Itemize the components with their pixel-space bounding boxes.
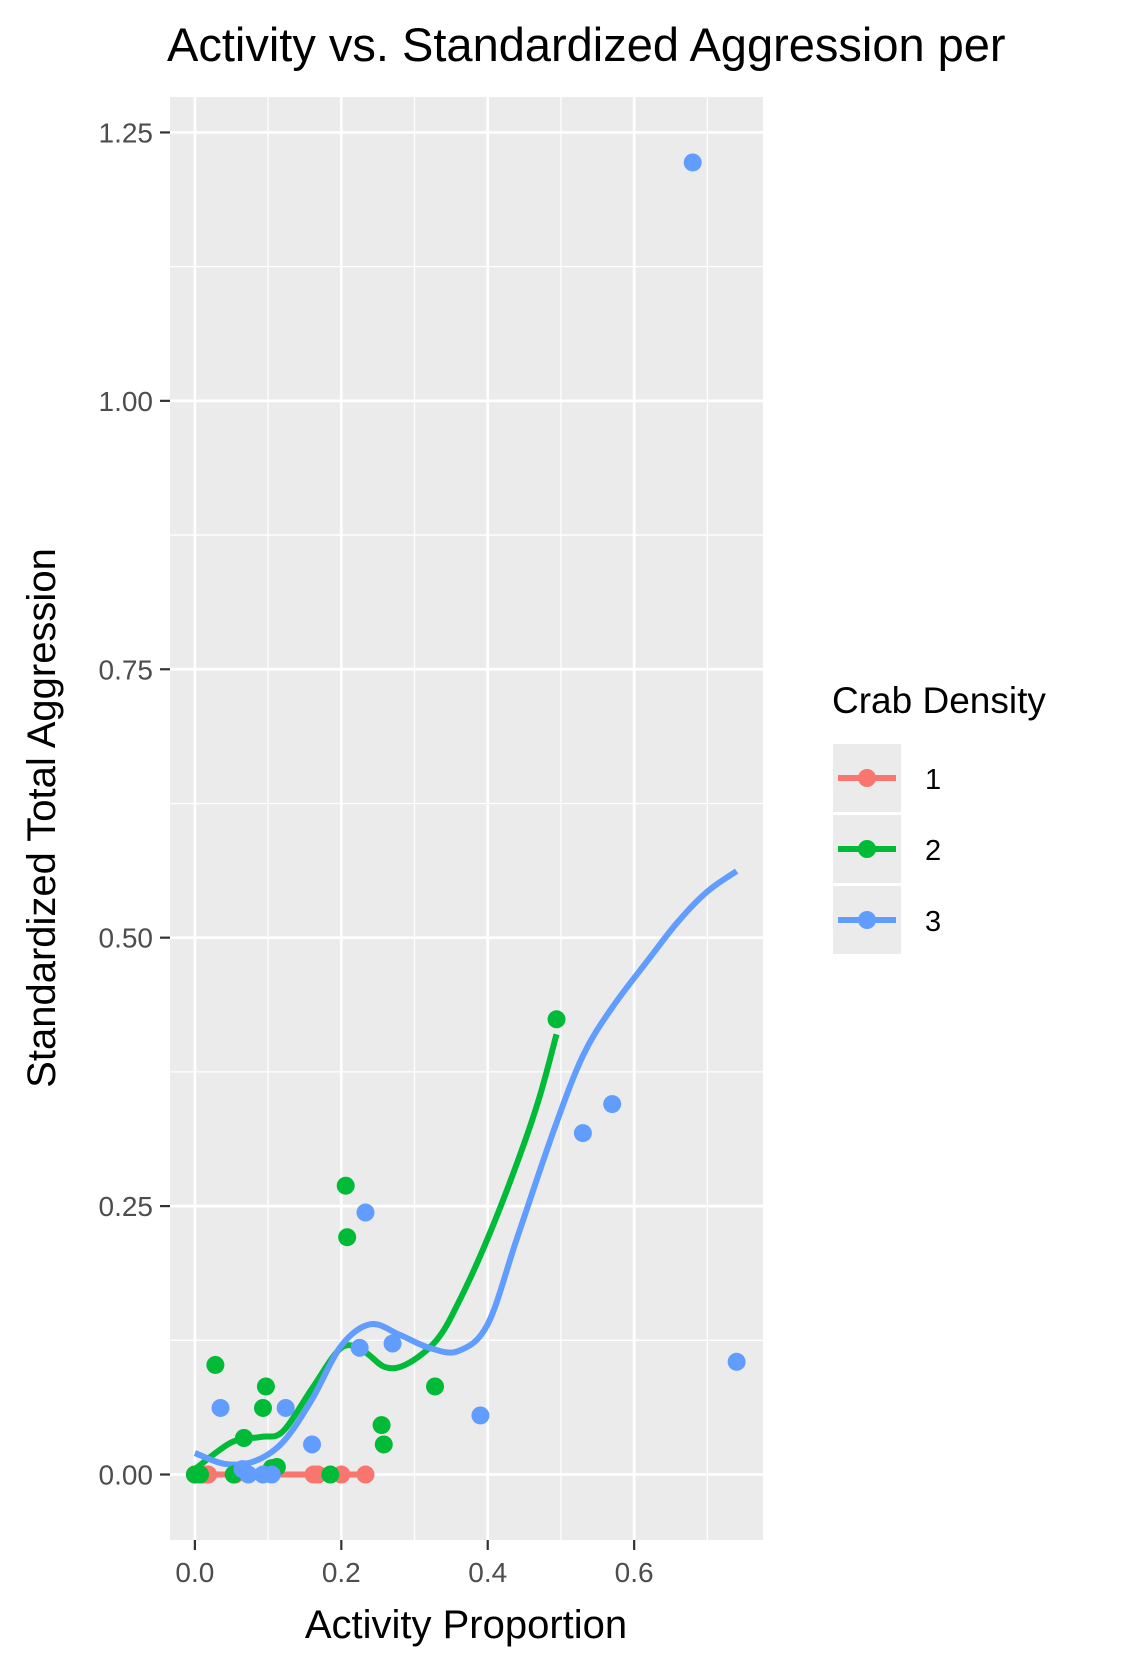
legend-key-point: [858, 840, 876, 858]
point-series-2: [374, 1435, 393, 1454]
point-series-3: [383, 1334, 402, 1353]
legend-label: 3: [925, 906, 941, 938]
point-series-3: [262, 1465, 281, 1484]
point-series-3: [303, 1435, 322, 1454]
point-series-2: [191, 1465, 210, 1484]
legend-key-point: [858, 769, 876, 787]
y-tick-label: 0.50: [99, 923, 154, 954]
x-tick-label: 0.2: [322, 1557, 361, 1588]
point-series-3: [356, 1203, 375, 1222]
axis-ticks: [160, 131, 636, 1550]
plot-panel: [170, 97, 763, 1540]
point-series-3: [239, 1465, 258, 1484]
legend-key-point: [858, 911, 876, 929]
point-series-2: [234, 1429, 253, 1448]
points: [185, 153, 746, 1484]
point-series-2: [547, 1010, 566, 1029]
point-series-3: [573, 1124, 592, 1143]
point-series-3: [727, 1352, 746, 1371]
point-series-3: [683, 153, 702, 172]
point-series-3: [471, 1406, 490, 1425]
y-axis-title: Standardized Total Aggression: [20, 548, 64, 1088]
point-series-2: [426, 1377, 445, 1396]
legend: Crab Density 1 2 3: [832, 680, 1046, 954]
legend-label: 2: [925, 835, 941, 867]
smooth-line-3: [193, 868, 739, 1468]
point-series-2: [321, 1465, 340, 1484]
point-series-1: [356, 1465, 375, 1484]
point-series-3: [211, 1398, 230, 1417]
point-series-3: [603, 1095, 622, 1114]
x-tick-label: 0.6: [615, 1557, 654, 1588]
y-tick-label: 0.75: [99, 654, 154, 685]
legend-label: 1: [925, 764, 941, 796]
point-series-1: [308, 1465, 327, 1484]
y-tick-label: 1.00: [99, 386, 154, 417]
point-series-3: [276, 1398, 295, 1417]
x-tick-label: 0.0: [175, 1557, 214, 1588]
grid-major: [170, 97, 763, 1540]
y-tick-label: 0.00: [99, 1460, 154, 1491]
point-series-2: [206, 1355, 225, 1374]
y-tick-label: 1.25: [99, 117, 154, 148]
grid-minor: [170, 97, 763, 1540]
point-series-2: [338, 1228, 357, 1247]
y-tick-label: 0.25: [99, 1191, 154, 1222]
x-axis-title: Activity Proportion: [305, 1603, 627, 1647]
point-series-3: [350, 1338, 369, 1357]
tick-labels: 0.0 0.2 0.4 0.6 0.00 0.25 0.50 0.75 1.00 1.25: [99, 117, 654, 1588]
point-series-2: [253, 1398, 272, 1417]
x-tick-label: 0.4: [468, 1557, 507, 1588]
point-series-2: [336, 1176, 355, 1195]
chart-title: Activity vs. Standardized Aggression per: [167, 18, 1006, 71]
smooth-line-2: [193, 1033, 560, 1472]
point-series-2: [256, 1377, 275, 1396]
legend-keys: 1 2 3: [833, 744, 941, 954]
point-series-2: [372, 1416, 391, 1435]
legend-title: Crab Density: [832, 680, 1046, 721]
